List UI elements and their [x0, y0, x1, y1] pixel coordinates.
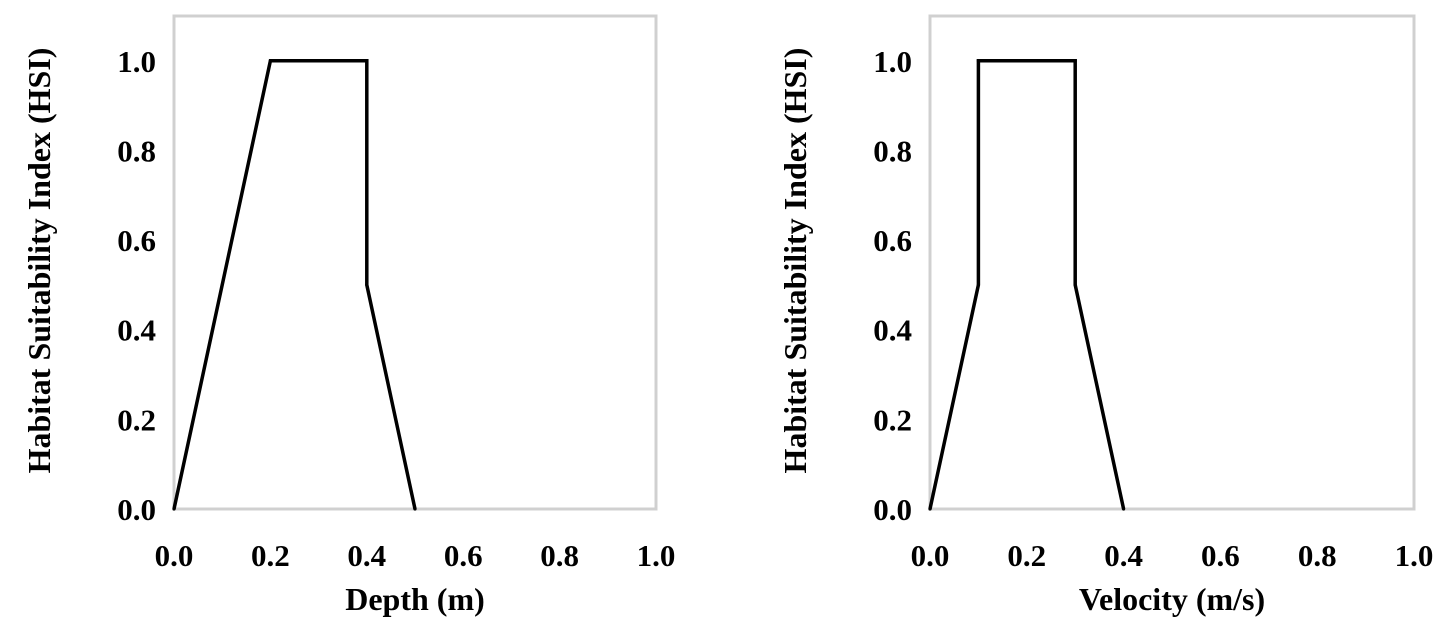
y-tick-label: 0.4: [873, 313, 912, 348]
y-tick-label: 1.0: [117, 44, 156, 79]
hsi-curve-point: [1073, 283, 1077, 287]
y-tick-label: 0.6: [873, 223, 912, 258]
plot-area-frame: [928, 14, 1416, 511]
y-axis-title: Habitat Suitability Index (HSI): [777, 48, 813, 474]
x-tick-label: 0.0: [911, 538, 950, 573]
x-axis-title: Depth (m): [345, 581, 485, 617]
y-tick-label: 0.8: [873, 133, 912, 168]
hsi-curve-point: [413, 507, 417, 511]
y-tick-label: 0.2: [873, 402, 912, 437]
x-axis-title: Velocity (m/s): [1079, 581, 1265, 617]
hsi-curve-point: [976, 283, 981, 287]
y-tick-label: 0.4: [117, 313, 156, 348]
x-tick-label: 0.6: [444, 538, 483, 573]
chart-2: 0.0 0.2 0.4 0.6 0.8 1.0 0.0 0.2 0.4 0.6 0.8 1.0 Velo…: [777, 14, 1434, 617]
hsi-curve-point: [1122, 507, 1126, 511]
hsi-curve-point: [976, 59, 981, 63]
x-tick-label: 0.2: [251, 538, 290, 573]
y-tick-label: 0.0: [873, 492, 912, 527]
x-tick-label: 0.8: [540, 538, 579, 573]
y-tick-label: 1.0: [873, 44, 912, 79]
plot-area-frame: [172, 14, 658, 511]
hsi-curve-line: [928, 59, 1126, 510]
x-tick-label: 0.2: [1007, 538, 1046, 573]
hsi-curve-point: [268, 59, 272, 63]
y-tick-label: 0.2: [117, 402, 156, 437]
y-axis-title: Habitat Suitability Index (HSI): [21, 48, 57, 474]
hsi-curve-point: [1073, 59, 1077, 63]
hsi-curve-point: [365, 283, 369, 287]
hsi-curve-line: [172, 59, 417, 510]
x-tick-label: 0.4: [347, 538, 386, 573]
y-tick-label: 0.6: [117, 223, 156, 258]
x-tick-label: 1.0: [1395, 538, 1434, 573]
hsi-curve-point: [172, 507, 176, 511]
y-tick-label: 0.0: [117, 492, 156, 527]
chart-1: 0.0 0.2 0.4 0.6 0.8 1.0 0.0 0.2 0.4 0.6 0.8 1.0 Dept…: [21, 14, 676, 617]
hsi-curve-point: [365, 59, 369, 63]
y-tick-label: 0.8: [117, 133, 156, 168]
x-tick-label: 0.4: [1104, 538, 1143, 573]
x-tick-label: 0.6: [1201, 538, 1240, 573]
x-tick-label: 1.0: [637, 538, 676, 573]
hsi-curve-point: [928, 507, 932, 511]
x-tick-label: 0.0: [155, 538, 194, 573]
x-tick-label: 0.8: [1298, 538, 1337, 573]
